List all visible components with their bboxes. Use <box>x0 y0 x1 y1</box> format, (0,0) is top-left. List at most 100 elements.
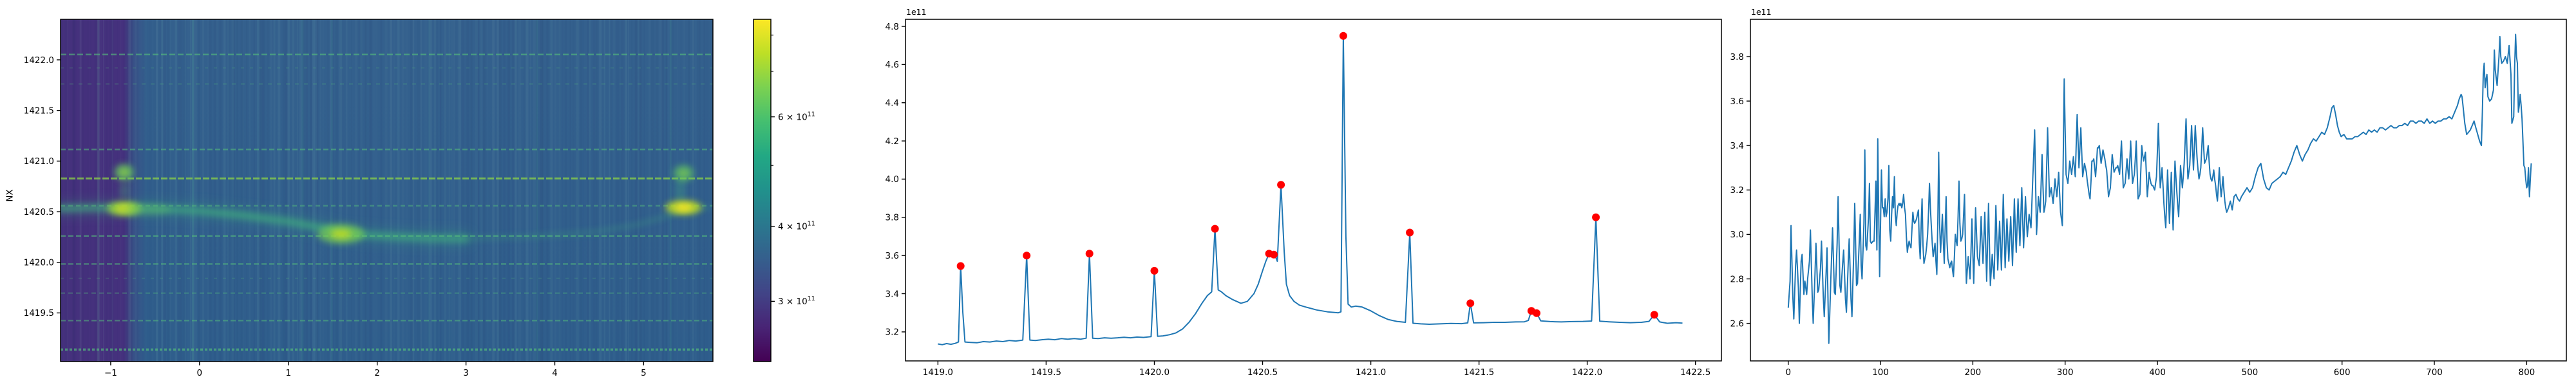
x-tick-label: 300 <box>2057 367 2074 378</box>
heatmap-vertical-line <box>72 19 75 362</box>
heatmap-noise-stripe <box>240 19 243 362</box>
heatmap-noise-stripe <box>106 19 108 362</box>
heatmap-noise-stripe <box>688 19 690 362</box>
heatmap-noise-stripe <box>72 19 75 362</box>
heatmap-noise-stripe <box>483 19 486 362</box>
heatmap-noise-stripe <box>75 19 77 362</box>
heatmap-noise-stripe <box>109 19 112 362</box>
heatmap-panel <box>61 19 713 362</box>
heatmap-noise-stripe <box>589 19 591 362</box>
heatmap-noise-stripe <box>429 19 432 362</box>
heatmap-noise-stripe <box>458 19 461 362</box>
colorbar-outline <box>753 19 772 362</box>
peak-marker <box>1270 250 1278 259</box>
x-tick-label: −1 <box>104 368 117 378</box>
offset-label-spectrum: 1e11 <box>906 7 927 17</box>
heatmap-noise-stripe <box>242 19 244 362</box>
heatmap-noise-stripe <box>526 19 529 362</box>
y-tick-label: 1419.5 <box>24 308 54 318</box>
heatmap-noise-stripe <box>346 19 348 362</box>
x-tick-label: 0 <box>197 368 203 378</box>
heatmap-noise-stripe <box>365 19 366 362</box>
heatmap-noise-stripe <box>639 19 642 362</box>
y-tick-label: 1420.0 <box>24 258 54 268</box>
heatmap-noise-stripe <box>507 19 510 362</box>
x-tick-label: 700 <box>2426 367 2443 378</box>
heatmap-noise-stripe <box>518 19 522 362</box>
heatmap-noise-stripe <box>634 19 638 362</box>
heatmap-noise-stripe <box>339 19 343 362</box>
heatmap-noise-stripe <box>503 19 506 362</box>
offset-label-timeseries: 1e11 <box>1751 7 1772 17</box>
heatmap-noise-stripe <box>316 19 319 362</box>
y-tick-label: 3.8 <box>1730 52 1744 62</box>
heatmap-noise-stripe <box>384 19 388 362</box>
heatmap-noise-stripe <box>616 19 620 362</box>
heatmap-vertical-line <box>428 19 430 362</box>
heatmap-noise-stripe <box>184 19 186 362</box>
heatmap-noise-stripe <box>358 19 360 362</box>
x-tick-label: 3 <box>463 368 469 378</box>
heatmap-noise-stripe <box>564 19 567 362</box>
heatmap-noise-stripe <box>175 19 178 362</box>
heatmap-axes-spine <box>60 19 714 362</box>
heatmap-noise-stripe <box>292 19 294 362</box>
heatmap-noise-stripe <box>380 19 383 362</box>
heatmap-noise-stripe <box>61 19 63 362</box>
noisy-time-series-axes-spine <box>1750 19 2567 362</box>
heatmap-noise-stripe <box>533 19 536 362</box>
heatmap-noise-stripe <box>310 19 312 362</box>
heatmap-noise-stripe <box>94 19 97 362</box>
spectrum-with-peak-markers-line <box>938 35 1683 345</box>
heatmap-noise-stripe <box>627 19 629 362</box>
y-tick-label: 3.6 <box>886 251 899 261</box>
y-tick-label: 3.0 <box>1730 230 1744 240</box>
noisy-time-series-line <box>1787 33 2532 344</box>
heatmap-vertical-line <box>192 19 194 362</box>
x-tick-label: 1420.5 <box>1247 367 1278 378</box>
heatmap-noise-stripe <box>256 19 260 362</box>
x-tick-label: 1419.0 <box>923 367 953 378</box>
y-tick-label: 3.6 <box>1730 96 1744 107</box>
heatmap-noise-stripe <box>202 19 204 362</box>
heatmap-noise-stripe <box>609 19 611 362</box>
heatmap-noise-stripe <box>330 19 332 362</box>
heatmap-noise-stripe <box>161 19 164 362</box>
heatmap-noise-stripe <box>253 19 255 362</box>
x-tick-label: 1420.0 <box>1139 367 1170 378</box>
y-tick-label: 1421.5 <box>24 106 54 116</box>
heatmap-noise-stripe <box>651 19 654 362</box>
peak-marker <box>1533 309 1540 317</box>
heatmap-noise-stripe <box>273 19 276 362</box>
heatmap-noise-stripe <box>580 19 583 362</box>
x-tick-label: 0 <box>1786 367 1792 378</box>
heatmap-noise-stripe <box>397 19 400 362</box>
heatmap-noise-stripe <box>190 19 192 362</box>
spectrum-with-peak-markers-axes-spine <box>905 19 1722 362</box>
x-tick-label: 200 <box>1965 367 1982 378</box>
heatmap-noise-stripe <box>417 19 421 362</box>
heatmap-noise-stripe <box>649 19 650 362</box>
heatmap-noise-stripe <box>305 19 308 362</box>
heatmap-noise-stripe <box>285 19 288 362</box>
y-tick-label: 3.4 <box>1730 141 1744 151</box>
heatmap-noise-stripe <box>79 19 82 362</box>
heatmap-noise-stripe <box>536 19 537 362</box>
heatmap-noise-stripe <box>319 19 321 362</box>
heatmap-blob <box>675 204 692 211</box>
y-tick-label: 4.0 <box>886 174 899 185</box>
peak-marker <box>1339 32 1347 40</box>
y-tick-label: 2.8 <box>1730 274 1744 284</box>
heatmap-noise-stripe <box>599 19 602 362</box>
heatmap-noise-stripe <box>335 19 338 362</box>
y-tick-label: 4.2 <box>886 136 899 147</box>
heatmap-noise-stripe <box>643 19 645 362</box>
heatmap-noise-stripe <box>692 19 694 362</box>
x-tick-label: 400 <box>2149 367 2166 378</box>
heatmap-vertical-line <box>669 19 672 362</box>
heatmap-noise-stripe <box>478 19 480 362</box>
x-tick-label: 1 <box>286 368 292 378</box>
heatmap-vertical-line <box>301 19 304 362</box>
heatmap-noise-stripe <box>668 19 670 362</box>
heatmap-noise-stripe <box>299 19 303 362</box>
